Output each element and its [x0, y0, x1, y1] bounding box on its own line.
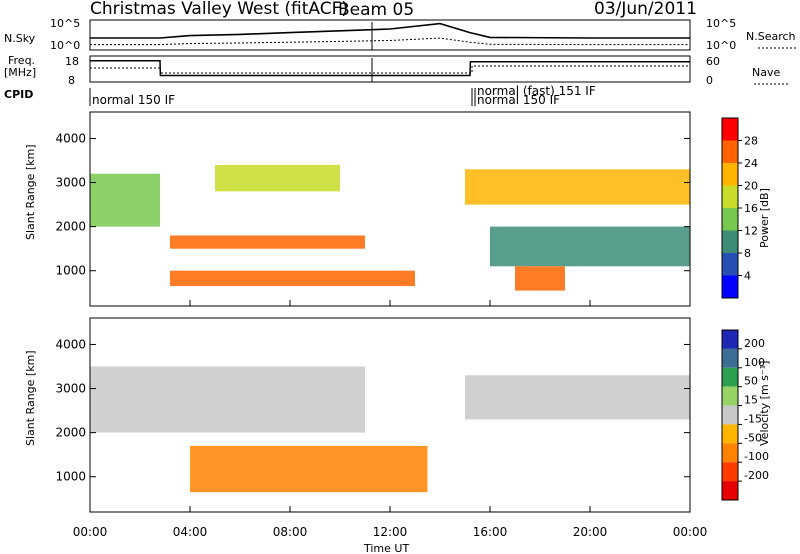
nave-label: Nave	[752, 66, 780, 79]
velocity-colorbar-cell	[722, 405, 738, 425]
velocity-colorbar-cell	[722, 443, 738, 463]
cpid-entry-2: normal 150 IF	[477, 93, 560, 107]
power-panel: 1000 2000 3000 4000 Slant Range [km]	[24, 111, 691, 307]
power-colorbar-tick-label: 28	[744, 135, 758, 148]
power-colorbar-cell	[722, 163, 738, 186]
nsearch-tick-low: 10^0	[706, 39, 736, 52]
x-axis-ticks: 00:00 04:00 08:00 12:00 16:00 20:00 00:00	[73, 300, 708, 539]
power-band	[170, 235, 365, 249]
velocity-band	[465, 375, 690, 420]
cpid-entry-3: normal (fast) 151 IF	[477, 84, 596, 98]
velocity-colorbar-cell	[722, 481, 738, 500]
power-band	[90, 173, 160, 227]
power-colorbar-tick-label: 4	[744, 270, 751, 283]
velocity-colorbar-tick-label: 200	[744, 337, 765, 350]
power-colorbar-tick-label: 24	[744, 157, 758, 170]
velocity-colorbar-label: Velocity [m s⁻¹]	[758, 361, 771, 446]
freq-label-2: [MHz]	[4, 66, 36, 79]
power-colorbar-cell	[722, 208, 738, 231]
power-band	[465, 169, 690, 205]
velocity-band	[190, 445, 428, 493]
power-colorbar-cell	[722, 253, 738, 276]
power-colorbar-tick-label: 20	[744, 180, 758, 193]
velocity-panel: 1000 2000 3000 4000 Slant Range [km]	[24, 317, 691, 513]
x-tick-label: 12:00	[373, 525, 408, 539]
nsky-panel: N.Sky 10^5 10^0 10^5 10^0 N.Search	[4, 17, 796, 52]
power-y-label: Slant Range [km]	[24, 144, 37, 240]
nsearch-tick-high: 10^5	[706, 17, 736, 30]
power-colorbar-label: Power [dB]	[758, 188, 771, 248]
velocity-colorbar-tick-label: 15	[744, 394, 758, 407]
freq-label-1: Freq.	[8, 54, 35, 67]
power-colorbar-tick-label: 16	[744, 202, 758, 215]
velocity-colorbar-cell	[722, 386, 738, 406]
power-colorbar-cell	[722, 185, 738, 208]
power-colorbar-cell	[722, 275, 738, 298]
x-tick-label: 00:00	[673, 525, 708, 539]
nave-tick-low: 0	[706, 74, 713, 87]
velocity-ytick-label: 3000	[55, 382, 86, 396]
x-axis-label: Time UT	[363, 542, 409, 554]
velocity-colorbar-cell	[722, 330, 738, 349]
freq-series	[90, 59, 690, 77]
station-title: Christmas Valley West (fitACF)	[90, 0, 348, 19]
power-band	[490, 226, 690, 267]
velocity-ytick-label: 4000	[55, 337, 86, 351]
power-colorbar-tick-label: 8	[744, 247, 751, 260]
cpid-entry-1: normal 150 IF	[92, 93, 175, 107]
nsky-series	[90, 22, 690, 39]
power-ytick-label: 2000	[55, 220, 86, 234]
velocity-colorbar-tick-label: -200	[744, 469, 769, 482]
nave-series	[90, 65, 690, 74]
power-band	[215, 164, 340, 192]
power-band	[170, 270, 415, 287]
x-tick-label: 00:00	[73, 525, 108, 539]
nsky-tick-low: 10^0	[50, 39, 80, 52]
power-bands	[90, 164, 690, 291]
velocity-colorbar-cell	[722, 348, 738, 368]
nsearch-label: N.Search	[746, 30, 796, 43]
power-ytick-label: 3000	[55, 176, 86, 190]
velocity-colorbar-tick-label: 100	[744, 356, 765, 369]
nsky-label: N.Sky	[4, 32, 36, 45]
nsearch-series	[90, 37, 690, 46]
freq-tick-high: 18	[65, 55, 79, 68]
velocity-bands	[90, 366, 690, 493]
power-y-ticks: 1000 2000 3000 4000	[55, 131, 690, 278]
velocity-band	[90, 366, 365, 433]
power-colorbar-tick-label: 12	[744, 225, 758, 238]
x-tick-label: 04:00	[173, 525, 208, 539]
velocity-colorbar-cell	[722, 424, 738, 444]
velocity-ytick-label: 2000	[55, 426, 86, 440]
freq-panel: Freq. [MHz] 18 8 60 0 Nave	[4, 54, 790, 87]
power-ytick-label: 1000	[55, 264, 86, 278]
velocity-colorbar-tick-label: -15	[744, 412, 762, 425]
velocity-colorbar-tick-label: -50	[744, 431, 762, 444]
velocity-y-ticks: 1000 2000 3000 4000	[55, 337, 690, 484]
velocity-colorbar-tick-label: 50	[744, 375, 758, 388]
velocity-ytick-label: 1000	[55, 470, 86, 484]
velocity-colorbar: 200 100 50 15 -15 -50 -100 -200 Velocity [m s⁻¹…	[721, 329, 771, 501]
power-ytick-label: 4000	[55, 131, 86, 145]
date-title: 03/Jun/2011	[594, 0, 697, 19]
power-colorbar-cell	[722, 118, 738, 141]
x-tick-label: 20:00	[573, 525, 608, 539]
power-colorbar: 4 8 12 16 20 24 28 Power [dB]	[721, 117, 771, 299]
power-colorbar-cell	[722, 140, 738, 163]
velocity-colorbar-tick-label: -100	[744, 450, 769, 463]
beam-title: Beam 05	[338, 0, 414, 20]
velocity-y-label: Slant Range [km]	[24, 350, 37, 446]
cpid-label: CPID	[4, 88, 33, 101]
cpid-panel: CPID normal 150 IF normal 150 IF normal …	[4, 84, 596, 107]
freq-tick-low: 8	[68, 74, 75, 87]
x-tick-label: 08:00	[273, 525, 308, 539]
power-colorbar-cell	[722, 230, 738, 253]
power-band	[515, 266, 565, 291]
velocity-colorbar-cell	[722, 367, 738, 387]
nave-tick-high: 60	[706, 55, 720, 68]
nsky-tick-high: 10^5	[50, 17, 80, 30]
velocity-colorbar-cell	[722, 462, 738, 482]
x-tick-label: 16:00	[473, 525, 508, 539]
